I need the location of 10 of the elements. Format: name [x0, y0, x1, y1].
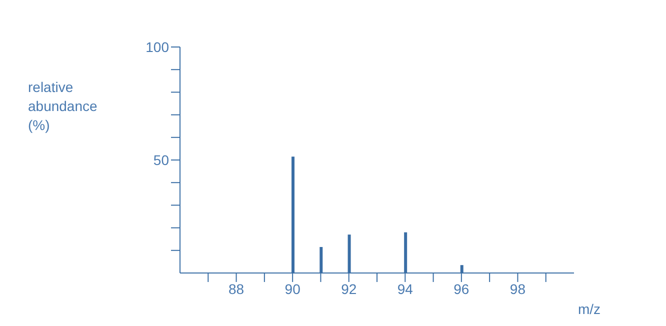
x-tick-label: 90	[284, 280, 301, 297]
x-tick-label: 94	[397, 280, 414, 297]
x-axis-title: m/z	[578, 301, 601, 317]
x-tick-label: 98	[510, 280, 526, 297]
y-tick-label: 50	[153, 152, 170, 168]
x-tick-label: 88	[228, 280, 244, 297]
y-axis-title: relative abundance (%)	[28, 79, 98, 133]
y-tick-label: 100	[146, 38, 170, 55]
x-tick-label: 92	[341, 280, 357, 297]
x-tick-label: 96	[454, 280, 470, 297]
